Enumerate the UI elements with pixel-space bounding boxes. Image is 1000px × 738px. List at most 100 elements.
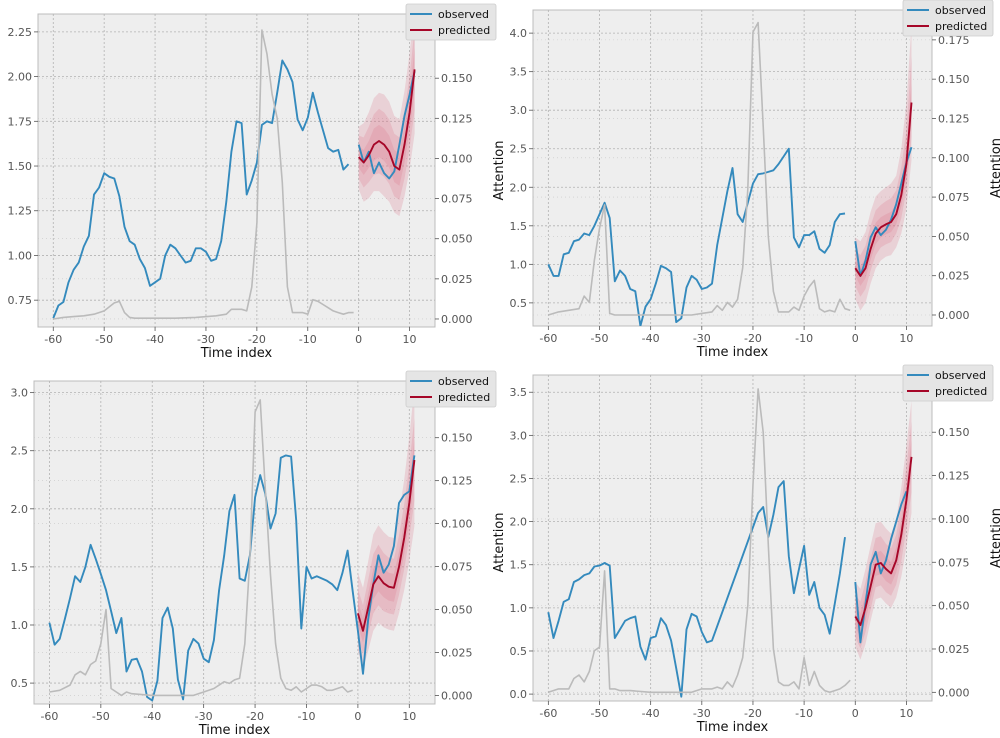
legend: observed predicted [406, 4, 496, 40]
y-tick-label: 3.5 [510, 386, 528, 399]
x-tick-label: 0 [852, 707, 859, 720]
x-tick-label: -10 [795, 707, 813, 720]
y2-axis-label: Attention [492, 141, 507, 201]
y-tick-label: 1.00 [8, 249, 33, 262]
y-tick-label: 3.0 [510, 429, 528, 442]
x-tick-label: -20 [248, 333, 266, 346]
y2-tick-label: 0.050 [938, 230, 970, 243]
x-tick-label: -20 [744, 707, 762, 720]
y-tick-label: 1.0 [510, 602, 528, 615]
x-tick-label: -40 [146, 333, 164, 346]
y-tick-label: 1.25 [8, 205, 33, 218]
y2-tick-label: 0.000 [441, 689, 473, 702]
y-tick-label: 1.0 [510, 258, 528, 271]
x-tick-label: -20 [744, 332, 762, 345]
y2-tick-label: 0.000 [441, 313, 473, 326]
y2-axis-label: Attention [989, 508, 1000, 568]
y2-tick-label: 0.050 [938, 600, 970, 613]
y-tick-label: 1.0 [11, 619, 29, 632]
y-tick-label: 1.5 [510, 220, 528, 233]
y-tick-label: 3.0 [11, 387, 29, 400]
x-tick-label: -60 [44, 333, 62, 346]
x-tick-label: -10 [795, 332, 813, 345]
x-tick-label: 0 [355, 333, 362, 346]
x-tick-label: 0 [354, 710, 361, 723]
y2-tick-label: 0.100 [441, 518, 473, 531]
y2-tick-label: 0.150 [441, 432, 473, 445]
y-tick-label: 4.0 [510, 27, 528, 40]
x-axis-label: Time index [696, 345, 769, 360]
y-tick-label: 0.5 [11, 677, 29, 690]
y-tick-label: 2.5 [11, 445, 29, 458]
y2-axis-label: Attention [492, 513, 507, 573]
y-tick-label: 3.0 [510, 104, 528, 117]
y-tick-label: 2.5 [510, 472, 528, 485]
y2-tick-label: 0.075 [938, 556, 970, 569]
y2-tick-label: 0.000 [938, 309, 970, 322]
x-tick-label: -30 [197, 333, 215, 346]
y-tick-label: 1.5 [510, 559, 528, 572]
y2-tick-label: 0.125 [938, 470, 970, 483]
x-tick-label: -10 [297, 710, 315, 723]
y2-tick-label: 0.025 [441, 273, 473, 286]
y-tick-label: 2.25 [8, 26, 33, 39]
y-tick-label: 2.0 [510, 516, 528, 529]
x-tick-label: 10 [403, 333, 417, 346]
y2-tick-label: 0.075 [938, 191, 970, 204]
y-tick-label: 1.5 [11, 561, 29, 574]
legend-label-observed: observed [438, 8, 489, 21]
x-axis-label: Time index [198, 723, 271, 734]
y-tick-label: 3.5 [510, 66, 528, 79]
x-tick-label: -30 [195, 710, 213, 723]
y2-tick-label: 0.025 [938, 270, 970, 283]
y2-tick-label: 0.150 [938, 73, 970, 86]
y2-tick-label: 0.100 [938, 152, 970, 165]
x-tick-label: -10 [299, 333, 317, 346]
y2-tick-label: 0.025 [938, 643, 970, 656]
x-tick-label: -30 [693, 707, 711, 720]
x-tick-label: -40 [642, 332, 660, 345]
legend-label-observed: observed [438, 375, 489, 388]
y2-tick-label: 0.050 [441, 604, 473, 617]
y2-tick-label: 0.150 [441, 72, 473, 85]
x-tick-label: 0 [852, 332, 859, 345]
y2-tick-label: 0.150 [938, 426, 970, 439]
y2-tick-label: 0.100 [441, 152, 473, 165]
y-tick-label: 0.0 [510, 688, 528, 701]
y2-tick-label: 0.050 [441, 233, 473, 246]
x-tick-label: -50 [591, 707, 609, 720]
x-tick-label: -20 [246, 710, 264, 723]
y-tick-label: 0.75 [8, 294, 33, 307]
legend-label-predicted: predicted [438, 24, 490, 37]
plot-area [533, 375, 932, 701]
y2-tick-label: 0.125 [441, 475, 473, 488]
x-axis-label: Time index [696, 720, 769, 734]
legend: observed predicted [903, 0, 993, 36]
y-tick-label: 1.75 [8, 115, 33, 128]
x-tick-label: -50 [591, 332, 609, 345]
legend-label-predicted: predicted [935, 20, 987, 33]
y-tick-label: 0.5 [510, 297, 528, 310]
x-tick-label: -50 [92, 710, 110, 723]
legend-label-predicted: predicted [935, 385, 987, 398]
y-tick-label: 1.50 [8, 160, 33, 173]
y2-tick-label: 0.025 [441, 646, 473, 659]
y-tick-label: 2.5 [510, 143, 528, 156]
x-tick-label: -30 [693, 332, 711, 345]
x-tick-label: 10 [402, 710, 416, 723]
y-tick-label: 2.0 [510, 181, 528, 194]
x-tick-label: -60 [40, 710, 58, 723]
x-tick-label: -60 [539, 707, 557, 720]
legend: observed predicted [406, 371, 496, 407]
y2-axis-label: Attention [989, 138, 1000, 198]
legend-label-observed: observed [935, 4, 986, 17]
legend-label-predicted: predicted [438, 391, 490, 404]
x-axis-label: Time index [200, 346, 273, 361]
y2-tick-label: 0.125 [441, 112, 473, 125]
x-tick-label: -40 [143, 710, 161, 723]
